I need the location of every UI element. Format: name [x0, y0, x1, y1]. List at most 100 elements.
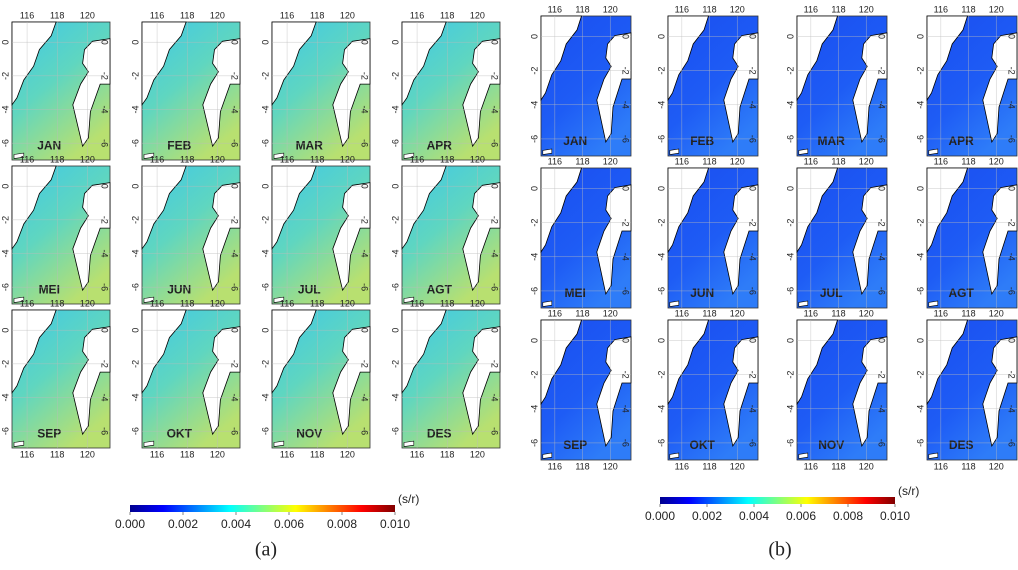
- lon-tick-label: 116: [280, 154, 294, 164]
- land-island: [403, 152, 415, 159]
- land-borneo: [11, 21, 57, 107]
- lat-tick-label: -2: [656, 219, 666, 227]
- lon-tick-label: 120: [603, 461, 618, 471]
- lat-tick-label: -4: [100, 106, 110, 114]
- map-panel: JUN 116 118 120 0 0 -2 -2 -4 -4 -6 -6: [656, 156, 759, 309]
- lat-tick-label: 0: [529, 186, 539, 191]
- land-sulawesi: [72, 326, 111, 436]
- lon-tick-label: 120: [340, 10, 355, 20]
- colorbar-tick-label: 0.002: [692, 509, 722, 523]
- lat-tick-label: -6: [260, 283, 270, 291]
- colorbar-tick-label: 0.002: [168, 517, 198, 531]
- lon-tick-label: 118: [575, 308, 589, 318]
- lat-tick-label: -2: [360, 216, 370, 224]
- lat-tick-label: -6: [529, 439, 539, 447]
- lon-tick-label: 116: [280, 10, 294, 20]
- lat-tick-label: 0: [529, 338, 539, 343]
- lat-tick-label: 0: [130, 328, 140, 333]
- land-borneo: [11, 165, 57, 251]
- lon-tick-label: 116: [804, 308, 818, 318]
- map-panel: JUL 116 118 120 0 0 -2 -2 -4 -4 -6 -6: [260, 154, 371, 305]
- land-island: [273, 296, 285, 303]
- lat-tick-label: -2: [490, 216, 500, 224]
- land-sulawesi: [462, 38, 501, 148]
- lat-tick-label: -4: [748, 405, 758, 413]
- lon-tick-label: 118: [180, 10, 194, 20]
- lat-tick-label: -2: [0, 216, 10, 224]
- lat-tick-label: -4: [748, 101, 758, 109]
- lon-tick-label: 118: [961, 4, 975, 14]
- lat-tick-label: -6: [1007, 287, 1017, 295]
- month-label: NOV: [296, 426, 322, 440]
- lon-tick-label: 116: [675, 156, 689, 166]
- lat-tick-label: -4: [1007, 405, 1017, 413]
- lat-tick-label: -4: [877, 253, 887, 261]
- lon-tick-label: 118: [831, 308, 845, 318]
- lon-tick-label: 116: [934, 4, 948, 14]
- lat-tick-label: -4: [656, 253, 666, 261]
- map-panel: MEI 116 118 120 0 0 -2 -2 -4 -4 -6 -6: [0, 154, 111, 305]
- lon-tick-label: 116: [280, 298, 294, 308]
- lon-tick-label: 120: [859, 308, 874, 318]
- lat-tick-label: -6: [785, 287, 795, 295]
- land-sulawesi: [723, 184, 759, 296]
- lat-tick-label: -6: [130, 283, 140, 291]
- lon-tick-label: 120: [80, 10, 95, 20]
- lat-tick-label: -2: [390, 216, 400, 224]
- lat-tick-label: -2: [656, 371, 666, 379]
- lat-tick-label: -2: [260, 360, 270, 368]
- lon-tick-label: 120: [340, 298, 355, 308]
- land-sulawesi: [332, 326, 371, 436]
- lon-tick-label: 120: [470, 298, 485, 308]
- lat-tick-label: -2: [621, 67, 631, 75]
- lat-tick-label: -6: [130, 139, 140, 147]
- map-panel: FEB 116 118 120 0 0 -2 -2 -4 -4 -6 -6: [656, 4, 759, 157]
- lat-tick-label: -4: [529, 253, 539, 261]
- lat-tick-label: -2: [0, 72, 10, 80]
- month-label: AGT: [949, 286, 975, 300]
- land-sulawesi: [723, 336, 759, 448]
- lat-tick-label: -6: [130, 427, 140, 435]
- lat-tick-label: -4: [360, 394, 370, 402]
- lat-tick-label: 0: [621, 186, 631, 191]
- lat-tick-label: -2: [915, 67, 925, 75]
- lat-tick-label: 0: [230, 40, 240, 45]
- lon-tick-label: 120: [730, 4, 745, 14]
- lat-tick-label: 0: [656, 34, 666, 39]
- lat-tick-label: 0: [260, 40, 270, 45]
- lat-tick-label: 0: [529, 34, 539, 39]
- month-label: JAN: [563, 134, 587, 148]
- lat-tick-label: -6: [230, 427, 240, 435]
- lon-tick-label: 116: [675, 4, 689, 14]
- lon-tick-label: 120: [859, 156, 874, 166]
- lat-tick-label: -2: [0, 360, 10, 368]
- lat-tick-label: -2: [1007, 67, 1017, 75]
- lat-tick-label: -4: [915, 253, 925, 261]
- lat-tick-label: -4: [100, 394, 110, 402]
- lon-tick-label: 120: [859, 4, 874, 14]
- lon-tick-label: 118: [310, 449, 324, 459]
- lon-tick-label: 118: [310, 298, 324, 308]
- land-island: [13, 296, 25, 303]
- land-borneo: [271, 309, 317, 395]
- lon-tick-label: 118: [702, 156, 716, 166]
- land-island: [273, 152, 285, 159]
- lon-tick-label: 120: [470, 449, 485, 459]
- lat-tick-label: -6: [100, 427, 110, 435]
- land-sulawesi: [202, 182, 241, 292]
- lon-tick-label: 118: [180, 298, 194, 308]
- lat-tick-label: -2: [230, 216, 240, 224]
- lat-tick-label: -4: [230, 250, 240, 258]
- lat-tick-label: 0: [877, 338, 887, 343]
- lat-tick-label: -2: [390, 72, 400, 80]
- lon-tick-label: 118: [50, 154, 64, 164]
- lat-tick-label: -6: [490, 139, 500, 147]
- lat-tick-label: -6: [621, 287, 631, 295]
- lat-tick-label: -4: [0, 394, 10, 402]
- lon-tick-label: 120: [730, 156, 745, 166]
- lat-tick-label: -4: [130, 250, 140, 258]
